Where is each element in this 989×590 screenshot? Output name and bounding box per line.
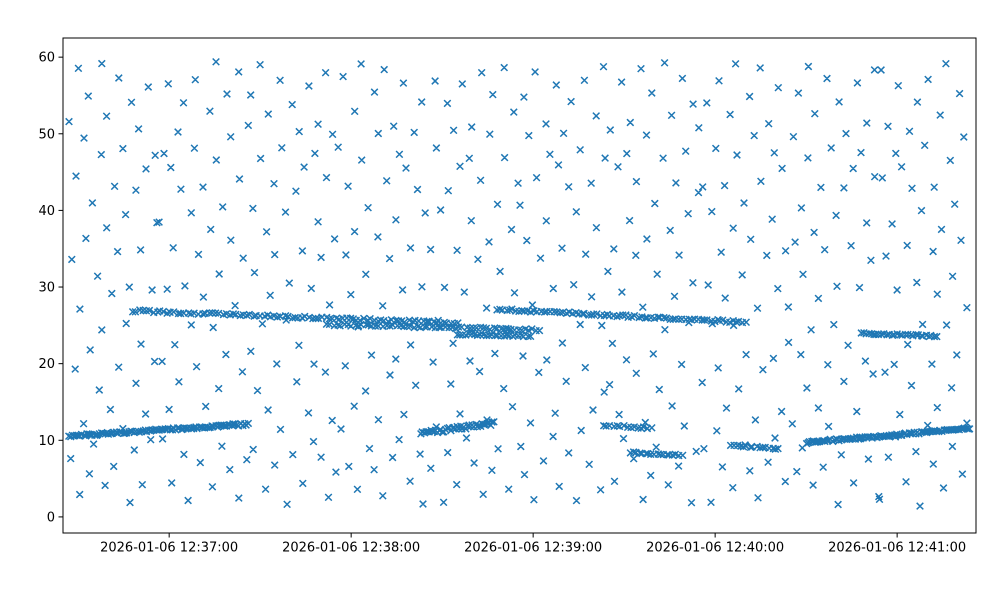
x-tick-label: 2026-01-06 12:40:00: [646, 541, 784, 556]
x-tick-group: 2026-01-06 12:37:00 2026-01-06 12:38:00 20…: [100, 533, 966, 556]
y-tick-group: 0 10 20 30 40 50 60: [38, 51, 63, 525]
y-tick-label: 0: [47, 510, 55, 525]
x-tick-label: 2026-01-06 12:39:00: [464, 541, 602, 556]
x-tick-label: 2026-01-06 12:37:00: [100, 541, 238, 556]
plot-border: [62, 37, 977, 534]
y-tick-label: 40: [38, 204, 55, 219]
y-tick-label: 60: [38, 51, 55, 66]
y-tick-label: 20: [38, 357, 55, 372]
y-tick-label: 50: [38, 127, 55, 142]
y-tick-label: 10: [38, 434, 55, 449]
x-tick-label: 2026-01-06 12:41:00: [828, 541, 966, 556]
y-tick-label: 30: [38, 281, 55, 296]
scatter-markers: [64, 57, 974, 510]
x-tick-label: 2026-01-06 12:38:00: [282, 541, 420, 556]
